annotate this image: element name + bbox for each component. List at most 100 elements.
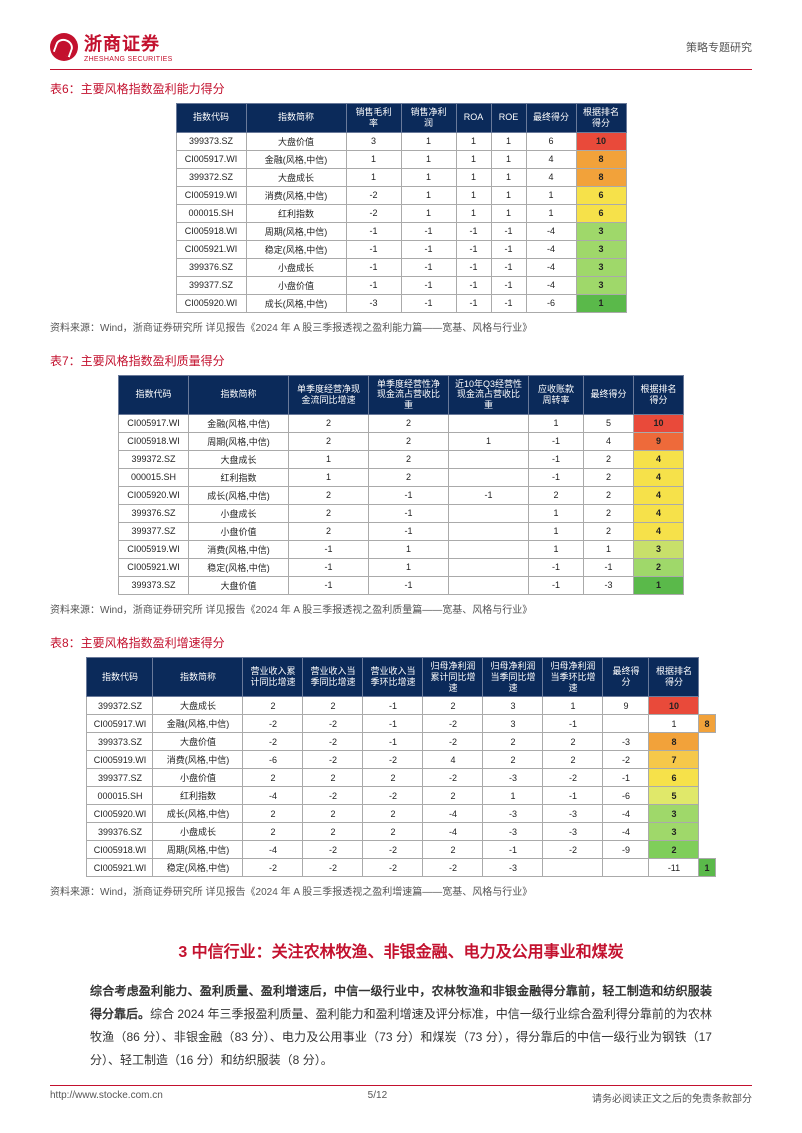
table-cell: 399376.SZ bbox=[176, 258, 246, 276]
table-cell: 1 bbox=[491, 150, 526, 168]
table-cell: 1 bbox=[456, 204, 491, 222]
table-row: 399372.SZ大盘成长12-124 bbox=[119, 450, 684, 468]
table-cell: 周期(风格,中信) bbox=[153, 841, 243, 859]
table-cell: 1 bbox=[456, 132, 491, 150]
table-cell: 金融(风格,中信) bbox=[153, 715, 243, 733]
table-cell: 消费(风格,中信) bbox=[246, 186, 346, 204]
table-cell: 1 bbox=[369, 540, 449, 558]
table-row: CI005919.WI消费(风格,中信)-211116 bbox=[176, 186, 626, 204]
table-cell: 1 bbox=[529, 540, 584, 558]
table-row: CI005918.WI周期(风格,中信)-4-2-22-1-2-92 bbox=[87, 841, 715, 859]
table-row: 000015.SH红利指数12-124 bbox=[119, 468, 684, 486]
table-cell: 1 bbox=[491, 204, 526, 222]
table-cell: -4 bbox=[526, 240, 576, 258]
table-cell bbox=[449, 450, 529, 468]
table-cell: 399372.SZ bbox=[87, 697, 153, 715]
table-cell: -3 bbox=[483, 859, 543, 877]
table-cell: -1 bbox=[491, 222, 526, 240]
table-cell: 2 bbox=[289, 432, 369, 450]
table-cell: 大盘价值 bbox=[189, 576, 289, 594]
table-cell: -2 bbox=[423, 859, 483, 877]
table-cell: 3 bbox=[483, 715, 543, 733]
table-cell: -3 bbox=[603, 733, 649, 751]
logo: 浙商证券 ZHESHANG SECURITIES bbox=[50, 30, 173, 63]
table-cell: -1 bbox=[346, 222, 401, 240]
rank-cell: 8 bbox=[576, 150, 626, 168]
table-cell: 9 bbox=[603, 697, 649, 715]
table-cell: 2 bbox=[423, 697, 483, 715]
table-cell: 2 bbox=[369, 468, 449, 486]
table-cell bbox=[543, 859, 603, 877]
table-cell: -2 bbox=[363, 751, 423, 769]
table-cell bbox=[449, 414, 529, 432]
table-cell: 2 bbox=[303, 697, 363, 715]
table-cell: -2 bbox=[303, 733, 363, 751]
table-cell: -1 bbox=[369, 576, 449, 594]
table-cell: -1 bbox=[369, 522, 449, 540]
table-cell: 稳定(风格,中信) bbox=[153, 859, 243, 877]
table-cell: -2 bbox=[543, 769, 603, 787]
table8-source: 资料来源：Wind，浙商证券研究所 详见报告《2024 年 A 股三季报透视之盈… bbox=[50, 883, 752, 898]
table-cell: -1 bbox=[289, 558, 369, 576]
table-cell: -2 bbox=[363, 787, 423, 805]
table-cell: 大盘价值 bbox=[153, 733, 243, 751]
table6: 指数代码指数简称销售毛利率销售净利润ROAROE最终得分根据排名得分399373… bbox=[176, 103, 627, 313]
table-cell: 1 bbox=[529, 504, 584, 522]
table-cell: 6 bbox=[526, 132, 576, 150]
table-cell: 399376.SZ bbox=[119, 504, 189, 522]
table-cell: 2 bbox=[289, 504, 369, 522]
table-cell: 1 bbox=[491, 132, 526, 150]
table-cell: 消费(风格,中信) bbox=[189, 540, 289, 558]
logo-cn: 浙商证券 bbox=[84, 30, 173, 56]
table-cell: -1 bbox=[529, 576, 584, 594]
table-cell: -2 bbox=[303, 859, 363, 877]
table-cell: 2 bbox=[423, 841, 483, 859]
rank-cell: 3 bbox=[576, 258, 626, 276]
table-row: 399376.SZ小盘成长-1-1-1-1-43 bbox=[176, 258, 626, 276]
table-cell: CI005918.WI bbox=[119, 432, 189, 450]
table-cell: -4 bbox=[526, 222, 576, 240]
table-cell: 小盘成长 bbox=[246, 258, 346, 276]
table-row: CI005918.WI周期(风格,中信)-1-1-1-1-43 bbox=[176, 222, 626, 240]
table-cell: 2 bbox=[543, 733, 603, 751]
table-cell: -1 bbox=[369, 504, 449, 522]
table-cell: -1 bbox=[456, 258, 491, 276]
table-cell: 399373.SZ bbox=[87, 733, 153, 751]
table-cell: -2 bbox=[303, 841, 363, 859]
rank-cell: 9 bbox=[634, 432, 684, 450]
table-cell: -1 bbox=[289, 540, 369, 558]
table-cell: 4 bbox=[423, 751, 483, 769]
table-cell bbox=[449, 576, 529, 594]
table-cell: 1 bbox=[456, 150, 491, 168]
table-cell: 3 bbox=[483, 697, 543, 715]
table-cell: 1 bbox=[456, 168, 491, 186]
table-row: 399376.SZ小盘成长222-4-3-3-43 bbox=[87, 823, 715, 841]
doc-type: 策略专题研究 bbox=[686, 39, 752, 55]
table-cell: 2 bbox=[584, 522, 634, 540]
table-cell: 大盘成长 bbox=[153, 697, 243, 715]
rank-cell: 10 bbox=[634, 414, 684, 432]
table-cell: -1 bbox=[401, 222, 456, 240]
table-cell bbox=[449, 522, 529, 540]
table-cell: 红利指数 bbox=[246, 204, 346, 222]
table-cell: -1 bbox=[346, 258, 401, 276]
table-cell: -1 bbox=[529, 432, 584, 450]
table-cell: -1 bbox=[491, 240, 526, 258]
rank-cell: 6 bbox=[649, 769, 699, 787]
rank-cell: 2 bbox=[634, 558, 684, 576]
table-cell: CI005921.WI bbox=[119, 558, 189, 576]
table-cell: -2 bbox=[543, 841, 603, 859]
rank-cell: 4 bbox=[634, 486, 684, 504]
table-cell: 大盘价值 bbox=[246, 132, 346, 150]
rank-cell: 1 bbox=[699, 859, 715, 877]
table-cell: -3 bbox=[543, 805, 603, 823]
table-cell: -1 bbox=[456, 240, 491, 258]
table7: 指数代码指数简称单季度经营净现金流同比增速单季度经营性净现金流占营收比重近10年… bbox=[118, 375, 684, 595]
table-cell: 2 bbox=[363, 823, 423, 841]
table6-title: 表6：主要风格指数盈利能力得分 bbox=[50, 80, 752, 97]
table-cell: 大盘成长 bbox=[246, 168, 346, 186]
table-cell: 2 bbox=[289, 522, 369, 540]
table8: 指数代码指数简称营业收入累计同比增速营业收入当季同比增速营业收入当季环比增速归母… bbox=[86, 657, 715, 877]
table-cell: 小盘成长 bbox=[189, 504, 289, 522]
table-cell: CI005920.WI bbox=[87, 805, 153, 823]
